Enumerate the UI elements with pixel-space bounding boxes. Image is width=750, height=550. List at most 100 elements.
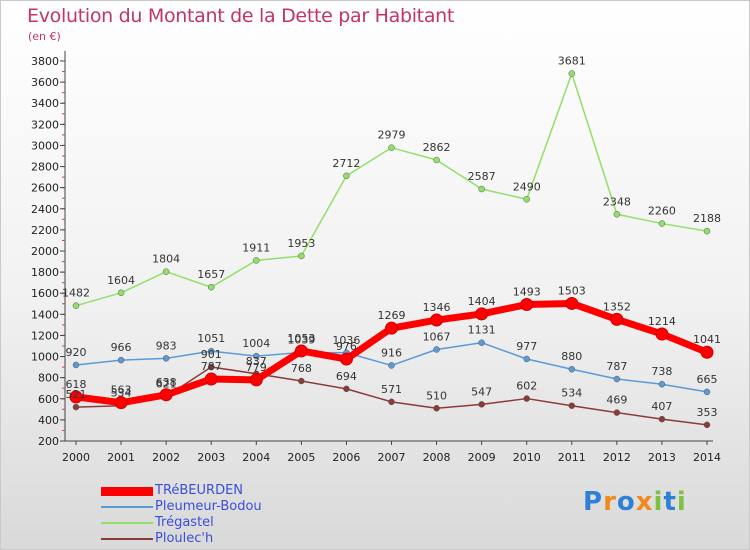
data-label: 407 [651, 400, 672, 413]
data-label: 1911 [242, 241, 270, 254]
data-label: 1657 [197, 268, 225, 281]
y-tick-label: 400 [38, 414, 59, 427]
logo-letter: P [583, 487, 604, 517]
x-tick-label: 2002 [152, 451, 180, 464]
y-tick-label: 2200 [31, 224, 59, 237]
data-point [523, 355, 530, 363]
data-point [613, 211, 621, 218]
data-point [613, 409, 621, 416]
data-point [430, 313, 444, 327]
data-label: 2862 [423, 141, 451, 154]
legend-swatch [101, 522, 153, 524]
data-point [568, 402, 576, 409]
data-point [520, 298, 534, 312]
y-tick-label: 2000 [31, 245, 59, 258]
data-label: 3681 [558, 55, 586, 68]
data-point [523, 395, 530, 402]
data-label: 779 [246, 361, 267, 374]
data-label: 2348 [603, 195, 631, 208]
data-point [294, 344, 308, 358]
data-label: 738 [651, 365, 672, 378]
y-tick-label: 2800 [31, 161, 59, 174]
x-tick-label: 2012 [603, 451, 631, 464]
data-point [207, 347, 215, 355]
data-label: 665 [697, 373, 718, 386]
data-label: 2587 [468, 170, 496, 183]
data-point [253, 257, 260, 264]
data-point [117, 356, 125, 364]
x-tick-label: 2007 [378, 451, 406, 464]
data-point [253, 352, 260, 360]
data-point [475, 307, 489, 321]
data-label: 1404 [468, 295, 496, 308]
data-point [478, 339, 485, 346]
logo-letter: o [616, 487, 636, 517]
data-point [610, 312, 624, 326]
data-label: 2979 [378, 129, 406, 142]
data-point [655, 327, 669, 341]
y-tick-label: 3000 [31, 139, 59, 152]
data-point [703, 227, 711, 235]
data-point [385, 321, 398, 335]
logo-letter: i [676, 487, 687, 517]
legend-label: Trégastel [155, 515, 214, 530]
x-tick-label: 2011 [558, 451, 586, 464]
y-tick-label: 3400 [31, 97, 59, 110]
legend-label: TRéBEURDEN [155, 483, 244, 498]
y-tick-label: 1000 [31, 351, 59, 364]
data-point [433, 156, 440, 164]
y-tick-label: 1400 [31, 308, 59, 321]
x-tick-label: 2004 [242, 451, 270, 464]
data-label: 1804 [152, 253, 180, 266]
y-tick-label: 3200 [31, 118, 59, 131]
data-point [72, 302, 80, 309]
data-label: 1352 [603, 300, 631, 313]
y-tick-label: 1200 [31, 329, 59, 342]
logo-letter: r [603, 487, 617, 517]
data-point [658, 415, 666, 423]
data-label: 694 [336, 370, 357, 383]
data-label: 1953 [287, 237, 315, 250]
data-label: 976 [336, 340, 357, 353]
data-label: 1067 [423, 330, 451, 343]
y-tick-label: 1600 [31, 287, 59, 300]
data-label: 1036 [332, 334, 360, 347]
data-point [613, 375, 621, 383]
y-tick-label: 200 [38, 435, 59, 448]
logo-letter: t [663, 487, 677, 517]
data-label: 1041 [693, 333, 721, 346]
data-point [298, 252, 305, 260]
data-label: 469 [606, 394, 627, 407]
chart-title: Evolution du Montant de la Dette par Hab… [27, 5, 455, 27]
x-tick-label: 2001 [107, 451, 135, 464]
data-point [159, 388, 173, 402]
data-point [388, 144, 395, 151]
proxiti-logo: Proxiti [583, 487, 687, 517]
data-label: 2712 [332, 157, 360, 170]
data-label: 547 [471, 385, 492, 398]
data-label: 983 [156, 339, 177, 352]
x-tick-label: 2009 [468, 451, 496, 464]
logo-letter: i [653, 487, 664, 517]
data-label: 563 [111, 384, 132, 397]
data-point [207, 363, 215, 371]
data-label: 787 [606, 360, 627, 373]
y-tick-label: 800 [38, 372, 59, 385]
chart-unit: (en €) [28, 30, 61, 43]
data-point [388, 398, 395, 406]
data-point [69, 390, 83, 404]
data-point [703, 421, 711, 429]
data-point [388, 362, 395, 369]
data-point [117, 289, 125, 297]
data-point [343, 385, 350, 393]
data-label: 920 [66, 346, 87, 359]
y-tick-label: 3600 [31, 76, 59, 89]
data-label: 901 [201, 348, 222, 361]
data-label: 534 [561, 387, 582, 400]
data-point [523, 196, 530, 203]
x-tick-label: 2003 [197, 451, 225, 464]
data-point [658, 380, 666, 388]
data-point [478, 185, 485, 193]
data-label: 837 [246, 355, 267, 368]
